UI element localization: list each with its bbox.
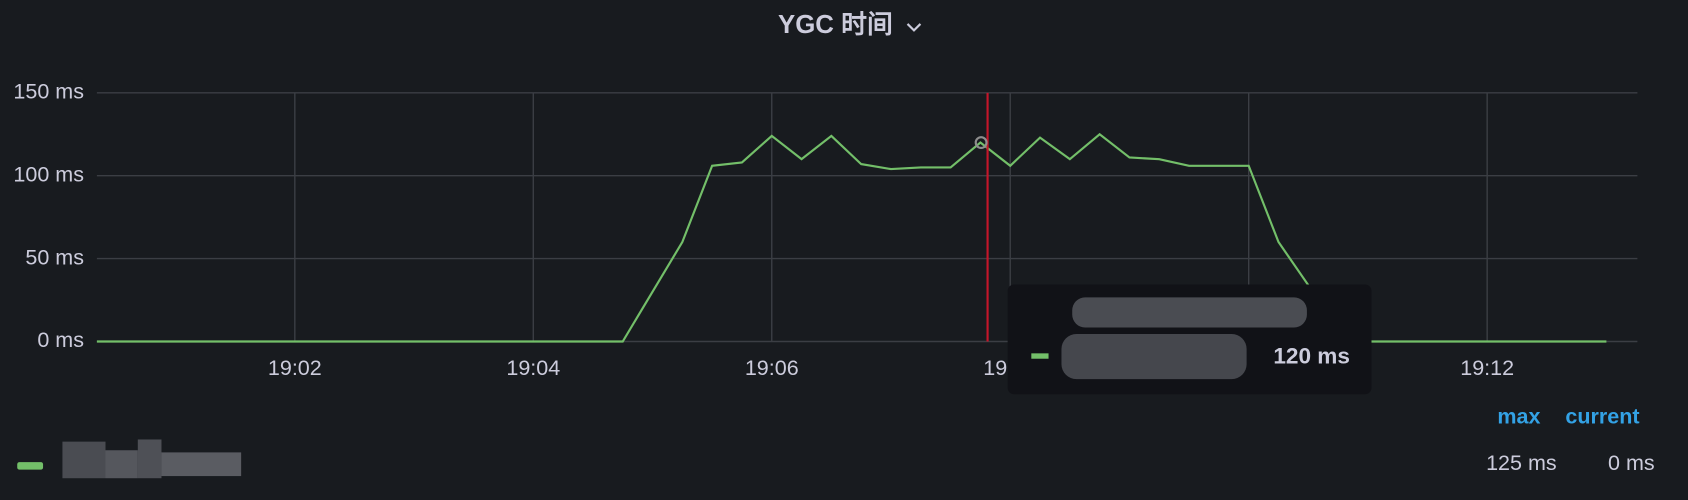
blurred-name	[161, 452, 242, 477]
legend-value: 125 ms	[1486, 451, 1557, 475]
blurred-name	[1061, 333, 1247, 380]
series-line	[96, 132, 1607, 343]
y-tick-label: 150 ms	[13, 80, 84, 104]
x-tick-label: 19:06	[745, 356, 799, 380]
plot	[96, 132, 1607, 343]
y-tick-label: 0 ms	[37, 328, 84, 352]
x-tick-label: 19:12	[1460, 356, 1514, 380]
y-tick-label: 50 ms	[25, 245, 84, 269]
legend-header: max	[1497, 405, 1540, 429]
y-tick-label: 100 ms	[13, 162, 84, 186]
tooltip: 120 ms	[974, 92, 1372, 395]
hover-point	[974, 136, 988, 150]
blurred-name	[105, 450, 138, 479]
x-tick-label: 19:04	[506, 356, 560, 380]
legend-value: 0 ms	[1608, 451, 1655, 475]
legend: max current 125 ms 0 ms	[17, 405, 1655, 479]
legend-swatch	[17, 462, 44, 470]
blurred-name	[62, 441, 106, 479]
x-tick-label: 19:02	[268, 356, 322, 380]
panel-title[interactable]: YGC 时间	[778, 10, 893, 39]
tooltip-swatch	[1031, 353, 1049, 359]
legend-header: current	[1565, 405, 1639, 429]
blurred-name	[137, 439, 162, 479]
blurred-time	[1072, 297, 1307, 328]
tooltip-value: 120 ms	[1273, 344, 1350, 369]
title-chevron[interactable]	[906, 23, 922, 32]
